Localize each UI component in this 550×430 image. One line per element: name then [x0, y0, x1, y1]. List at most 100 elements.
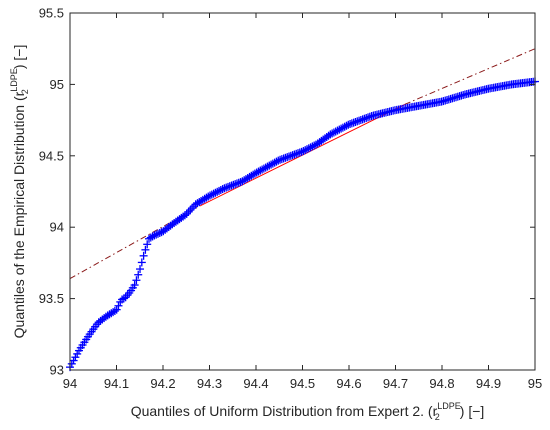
quantile-marker [252, 168, 261, 177]
quantile-marker [362, 114, 371, 123]
quantile-marker [229, 180, 238, 189]
y-axis-label: Quantiles of the Empirical Distribution … [9, 45, 30, 339]
quantile-marker [365, 112, 374, 121]
quantile-marker [220, 184, 229, 193]
quantile-marker [130, 281, 139, 290]
quantile-marker [295, 148, 304, 157]
quantile-marker [326, 130, 335, 139]
quantile-marker [333, 126, 342, 135]
quantile-marker [346, 119, 355, 128]
quantile-marker [258, 165, 267, 174]
quantile-marker [302, 145, 311, 154]
x-tick-label: 94.1 [104, 376, 129, 391]
quantile-marker [279, 154, 288, 163]
quantile-marker [213, 187, 222, 196]
quantile-marker [276, 155, 285, 164]
quantile-marker [268, 159, 277, 168]
fit-line-extension-2 [404, 48, 536, 105]
quantile-marker [344, 120, 353, 129]
quantile-marker [231, 180, 240, 189]
quantile-marker [356, 116, 365, 125]
quantile-marker [139, 251, 148, 260]
quantile-marker [299, 147, 308, 156]
quantile-marker [338, 123, 347, 132]
quantile-marker [254, 167, 263, 176]
x-tick-label: 94.7 [383, 376, 408, 391]
quantile-marker [136, 265, 145, 274]
quantile-marker [236, 178, 245, 187]
quantile-marker [349, 118, 358, 127]
quantile-marker [152, 230, 161, 239]
quantile-marker [259, 164, 268, 173]
quantile-marker [270, 158, 279, 167]
quantile-marker [92, 320, 101, 329]
x-tick-label: 94.2 [150, 376, 175, 391]
quantile-marker [256, 166, 265, 175]
x-tick-label: 94.4 [243, 376, 268, 391]
quantile-marker [286, 151, 295, 160]
quantile-marker [297, 147, 306, 156]
quantile-marker [355, 116, 364, 125]
tick-labels: 94 94.1 94.2 94.3 94.4 94.5 94.6 94.7 94.8 94.9 95… [39, 6, 543, 392]
quantile-marker [328, 129, 337, 138]
quantile-marker [218, 185, 227, 194]
quantile-marker [265, 161, 274, 170]
quantile-marker [134, 270, 143, 279]
quantile-marker [110, 307, 119, 316]
quantile-marker [337, 124, 346, 133]
quantile-marker [351, 118, 360, 127]
quantile-marker [342, 121, 351, 130]
quantile-marker [209, 189, 218, 198]
x-tick-label: 94.6 [336, 376, 361, 391]
plot-marks [66, 48, 539, 372]
quantile-marker [234, 178, 243, 187]
y-tick-label: 94.5 [39, 148, 64, 163]
x-tick-label: 95 [528, 376, 542, 391]
quantile-marker [180, 211, 189, 220]
axes [69, 12, 536, 371]
quantile-marker [232, 179, 241, 188]
quantile-marker [263, 162, 272, 171]
quantile-marker [225, 182, 234, 191]
x-tick-label: 94.9 [476, 376, 501, 391]
y-tick-label: 93 [50, 363, 64, 378]
quantile-marker [188, 204, 197, 213]
quantile-marker [182, 209, 191, 218]
quantile-marker [112, 305, 121, 314]
quantile-marker [153, 229, 162, 238]
quantile-marker [272, 157, 281, 166]
quantile-marker [329, 128, 338, 137]
quantile-marker [148, 232, 157, 241]
quantile-marker [155, 228, 164, 237]
quantile-marker [150, 231, 159, 240]
quantile-marker [215, 186, 224, 195]
quantile-marker [281, 153, 290, 162]
quantile-marker [137, 258, 146, 267]
y-tick-label: 95.5 [39, 6, 64, 21]
quantile-marker [304, 144, 313, 153]
quantile-marker [306, 143, 315, 152]
quantile-marker [331, 127, 340, 136]
quantile-marker [206, 191, 215, 200]
x-axis-label: Quantiles of Uniform Distribution from E… [131, 401, 485, 422]
quantile-marker [277, 155, 286, 164]
quantile-marker [364, 113, 373, 122]
quantile-marker [184, 207, 193, 216]
quantile-marker [290, 150, 299, 159]
quantile-marker [216, 185, 225, 194]
quantile-marker [141, 245, 150, 254]
quantile-marker [207, 190, 216, 199]
quantile-marker [186, 206, 195, 215]
quantile-marker [143, 240, 152, 249]
quantile-marker [285, 152, 294, 161]
fit-line [199, 103, 406, 207]
y-tick-label: 93.5 [39, 291, 64, 306]
plot-frame [69, 12, 536, 371]
quantile-marker [283, 153, 292, 162]
quantile-marker [267, 160, 276, 169]
y-tick-label: 94 [50, 220, 64, 235]
x-tick-label: 94.3 [197, 376, 222, 391]
quantile-marker [347, 119, 356, 128]
quantile-marker [261, 163, 270, 172]
